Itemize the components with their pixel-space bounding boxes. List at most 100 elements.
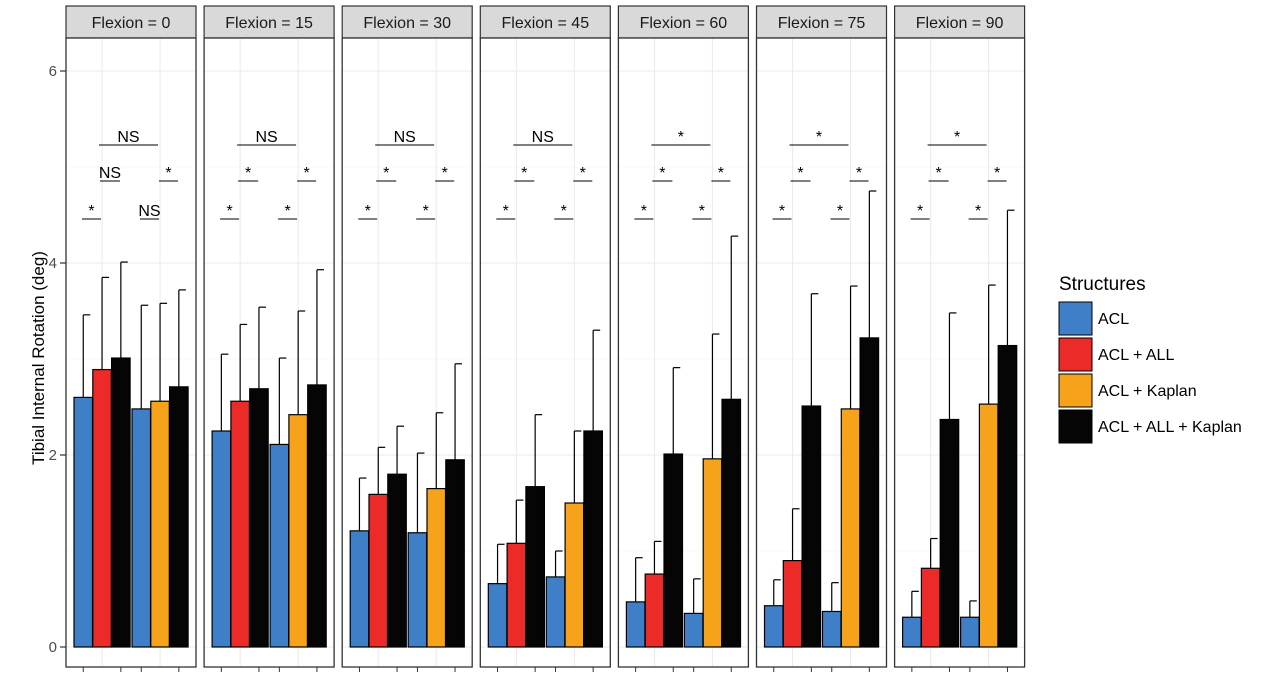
- bar: [978, 403, 999, 648]
- significance-label: *: [935, 165, 941, 182]
- facet-panel: Flexion = 30 * * * * NS: [341, 5, 473, 672]
- facet-panel: Flexion = 60 * * * * *: [617, 5, 750, 672]
- significance-label: *: [442, 165, 448, 182]
- significance-label: *: [816, 129, 822, 146]
- significance-label: *: [561, 203, 567, 220]
- bar: [840, 408, 861, 648]
- bar: [959, 616, 980, 648]
- facet-strip: [893, 5, 1026, 39]
- significance-label: *: [718, 165, 724, 182]
- bar: [445, 459, 465, 648]
- bar: [169, 386, 189, 648]
- bar: [525, 486, 546, 648]
- bar: [763, 605, 784, 648]
- facet-strip-label: Flexion = 45: [501, 15, 589, 32]
- significance-label: NS: [394, 129, 416, 146]
- bar: [721, 398, 742, 648]
- panel-border: [479, 37, 611, 668]
- facet-panel: Flexion = 0 * NS NS * NS: [65, 5, 197, 672]
- facet-strip: [65, 5, 197, 39]
- significance-label: *: [779, 203, 785, 220]
- facet-strip-label: Flexion = 30: [363, 15, 451, 32]
- facet-strip: [755, 5, 888, 39]
- significance-label: *: [797, 165, 803, 182]
- facet-strip-label: Flexion = 75: [778, 15, 866, 32]
- bar: [131, 408, 152, 648]
- bar: [545, 576, 566, 648]
- bar: [407, 532, 428, 648]
- legend-title: Structures: [1059, 274, 1146, 295]
- bar: [782, 559, 803, 648]
- facet-strip: [341, 5, 473, 39]
- significance-label: *: [245, 165, 251, 182]
- significance-label: *: [521, 165, 527, 182]
- bar: [249, 388, 269, 648]
- bar: [349, 530, 370, 648]
- panel-border: [341, 37, 473, 668]
- panel-border: [65, 37, 197, 668]
- significance-label: *: [503, 203, 509, 220]
- significance-label: NS: [255, 129, 277, 146]
- bar: [997, 344, 1018, 648]
- significance-label: *: [226, 203, 232, 220]
- facet-strip: [479, 5, 611, 39]
- significance-label: *: [88, 203, 94, 220]
- facet-strip-label: Flexion = 15: [225, 15, 313, 32]
- bar: [901, 616, 922, 648]
- significance-label: *: [303, 165, 309, 182]
- facet-strip-label: Flexion = 0: [92, 15, 171, 32]
- bar: [506, 542, 527, 648]
- significance-label: *: [856, 165, 862, 182]
- bar: [211, 430, 232, 648]
- bar: [939, 418, 960, 648]
- bar: [487, 583, 508, 648]
- significance-label: *: [994, 165, 1000, 182]
- bar: [230, 400, 250, 648]
- facet-panel: Flexion = 90 * * * * *: [893, 5, 1026, 672]
- significance-label: NS: [138, 203, 160, 220]
- facet-strip-label: Flexion = 90: [916, 15, 1004, 32]
- bar: [288, 414, 308, 648]
- bar: [387, 473, 407, 648]
- significance-label: *: [917, 203, 923, 220]
- bar: [821, 610, 842, 648]
- significance-label: *: [165, 165, 171, 182]
- legend-label: ACL + ALL + Kaplan: [1098, 419, 1242, 436]
- bar: [307, 384, 327, 648]
- significance-label: *: [699, 203, 705, 220]
- y-tick-label: 6: [49, 63, 57, 80]
- bar: [110, 357, 131, 648]
- bar: [644, 573, 665, 648]
- panel-border: [203, 37, 335, 668]
- facet-strip: [617, 5, 750, 39]
- bar: [683, 612, 704, 648]
- legend-swatch: [1058, 373, 1093, 408]
- significance-label: *: [383, 165, 389, 182]
- significance-label: *: [678, 129, 684, 146]
- legend-label: ACL + ALL: [1098, 347, 1174, 364]
- facet-panel: Flexion = 75 * * * * *: [755, 5, 888, 672]
- significance-label: NS: [532, 129, 554, 146]
- significance-label: *: [659, 165, 665, 182]
- legend-label: ACL + Kaplan: [1098, 383, 1197, 400]
- significance-label: *: [423, 203, 429, 220]
- significance-label: NS: [99, 165, 121, 182]
- panel-border: [893, 37, 1026, 668]
- y-axis-title: Tibial Internal Rotation (deg): [29, 251, 48, 465]
- bar: [702, 458, 723, 648]
- bar: [150, 400, 170, 648]
- bar: [269, 443, 290, 648]
- bar: [625, 601, 646, 648]
- bar: [564, 502, 585, 648]
- bar: [920, 567, 941, 648]
- significance-label: *: [365, 203, 371, 220]
- legend-label: ACL: [1098, 311, 1129, 328]
- facet-panel: Flexion = 45 * * * * NS: [479, 5, 611, 672]
- facet-strip-label: Flexion = 60: [640, 15, 728, 32]
- significance-label: *: [580, 165, 586, 182]
- y-axis: 0 2 4 6: [49, 63, 66, 656]
- significance-label: *: [837, 203, 843, 220]
- panel-border: [617, 37, 750, 668]
